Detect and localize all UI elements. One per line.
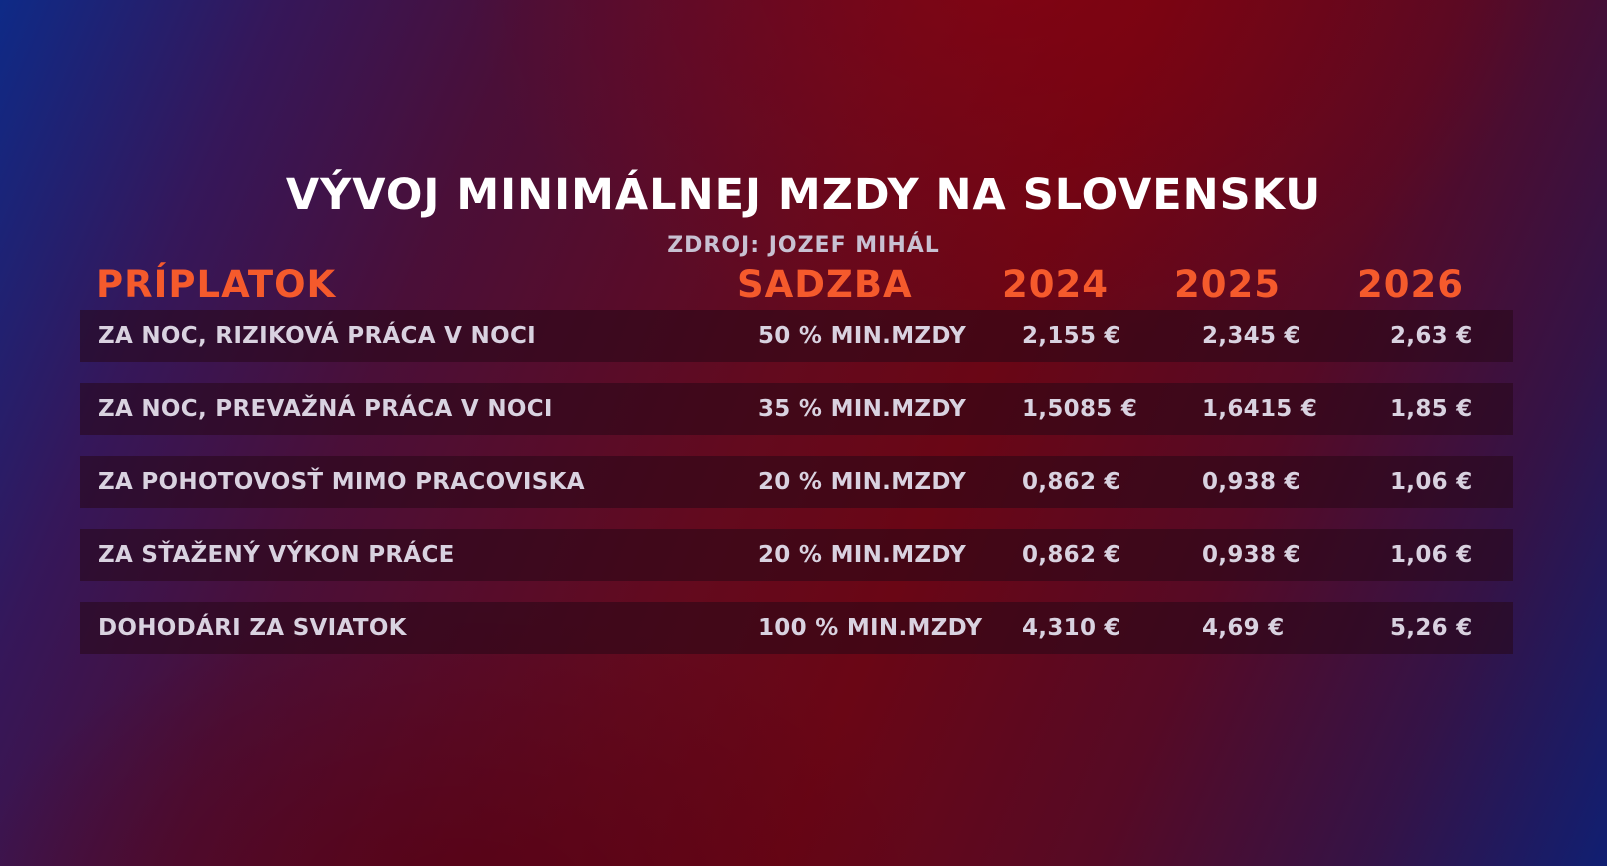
row-value-2026: 1,85 € (1390, 396, 1473, 422)
table-row: ZA SŤAŽENÝ VÝKON PRÁCE 20 % MIN.MZDY 0,8… (80, 529, 1513, 581)
row-rate: 50 % MIN.MZDY (758, 323, 967, 349)
row-name: DOHODÁRI ZA SVIATOK (98, 615, 407, 641)
row-value-2025: 2,345 € (1202, 323, 1301, 349)
header-2024: 2024 (1002, 263, 1109, 306)
table-row: DOHODÁRI ZA SVIATOK 100 % MIN.MZDY 4,310… (80, 602, 1513, 654)
row-name: ZA POHOTOVOSŤ MIMO PRACOVISKA (98, 469, 585, 495)
row-value-2025: 4,69 € (1202, 615, 1285, 641)
row-rate: 20 % MIN.MZDY (758, 542, 967, 568)
row-value-2026: 1,06 € (1390, 542, 1473, 568)
source-caption: ZDROJ: JOZEF MIHÁL (667, 233, 940, 258)
table-row: ZA NOC, PREVAŽNÁ PRÁCA V NOCI 35 % MIN.M… (80, 383, 1513, 435)
row-value-2024: 2,155 € (1022, 323, 1121, 349)
header-priplatok: PRÍPLATOK (96, 263, 337, 306)
row-value-2024: 4,310 € (1022, 615, 1121, 641)
header-2026: 2026 (1357, 263, 1464, 306)
row-value-2026: 2,63 € (1390, 323, 1473, 349)
row-name: ZA NOC, RIZIKOVÁ PRÁCA V NOCI (98, 323, 536, 349)
table-row: ZA POHOTOVOSŤ MIMO PRACOVISKA 20 % MIN.M… (80, 456, 1513, 508)
row-rate: 35 % MIN.MZDY (758, 396, 967, 422)
row-name: ZA SŤAŽENÝ VÝKON PRÁCE (98, 542, 455, 568)
row-value-2025: 1,6415 € (1202, 396, 1318, 422)
row-value-2026: 5,26 € (1390, 615, 1473, 641)
header-sadzba: SADZBA (737, 263, 913, 306)
row-value-2024: 0,862 € (1022, 469, 1121, 495)
table-row: ZA NOC, RIZIKOVÁ PRÁCA V NOCI 50 % MIN.M… (80, 310, 1513, 362)
row-name: ZA NOC, PREVAŽNÁ PRÁCA V NOCI (98, 396, 553, 422)
header-2025: 2025 (1174, 263, 1281, 306)
row-value-2024: 1,5085 € (1022, 396, 1138, 422)
row-value-2024: 0,862 € (1022, 542, 1121, 568)
page-title: VÝVOJ MINIMÁLNEJ MZDY NA SLOVENSKU (285, 170, 1322, 220)
row-value-2025: 0,938 € (1202, 469, 1301, 495)
row-value-2025: 0,938 € (1202, 542, 1301, 568)
row-rate: 100 % MIN.MZDY (758, 615, 983, 641)
row-value-2026: 1,06 € (1390, 469, 1473, 495)
row-rate: 20 % MIN.MZDY (758, 469, 967, 495)
